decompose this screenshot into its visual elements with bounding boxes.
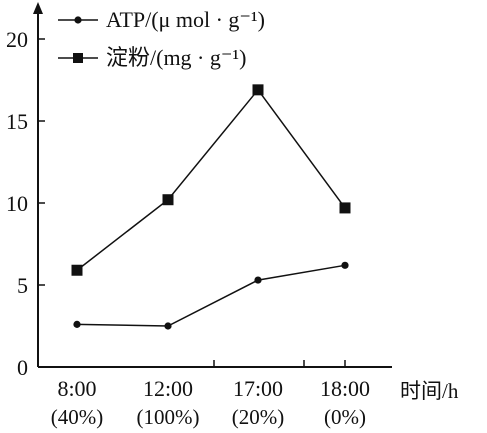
y-tick-label: 20 xyxy=(6,27,28,52)
x-tick-label: 17:00 xyxy=(233,376,283,401)
x-tick-label: 18:00 xyxy=(320,376,370,401)
atp-data-point xyxy=(73,320,81,328)
starch-series-line xyxy=(76,88,346,271)
legend-starch-marker xyxy=(73,53,83,63)
y-tick-label: 10 xyxy=(6,191,28,216)
y-tick-label: 0 xyxy=(17,355,28,380)
atp-data-point xyxy=(254,276,262,284)
atp-data-point xyxy=(164,322,172,330)
starch-data-point xyxy=(162,194,174,206)
legend-atp-marker xyxy=(74,16,82,24)
x-tick-sublabel: (40%) xyxy=(51,405,103,429)
x-tick-label: 12:00 xyxy=(143,376,193,401)
x-tick-label: 8:00 xyxy=(57,376,96,401)
atp-series-line xyxy=(76,264,346,327)
legend: ATP/(μ mol · g⁻¹) 淀粉/(mg · g⁻¹) xyxy=(58,7,265,70)
atp-data-point xyxy=(341,261,349,269)
x-axis-label: 时间/h xyxy=(400,379,459,403)
y-tick-label: 5 xyxy=(17,273,28,298)
starch-data-point xyxy=(339,202,351,214)
y-axis-arrow xyxy=(33,2,43,14)
legend-starch-label: 淀粉/(mg · g⁻¹) xyxy=(106,45,246,70)
x-ticks: 8:00 (40%) 12:00 (100%) 17:00 (20%) 18:00 (0%) xyxy=(51,360,370,429)
series-group xyxy=(71,84,351,330)
legend-atp-label: ATP/(μ mol · g⁻¹) xyxy=(106,7,265,32)
starch-data-point xyxy=(71,264,83,276)
starch-data-point xyxy=(252,84,264,96)
x-tick-sublabel: (100%) xyxy=(137,405,200,429)
x-tick-sublabel: (20%) xyxy=(232,405,284,429)
y-tick-label: 15 xyxy=(6,109,28,134)
y-ticks: 0 5 10 15 20 xyxy=(6,27,45,380)
x-tick-sublabel: (0%) xyxy=(324,405,366,429)
